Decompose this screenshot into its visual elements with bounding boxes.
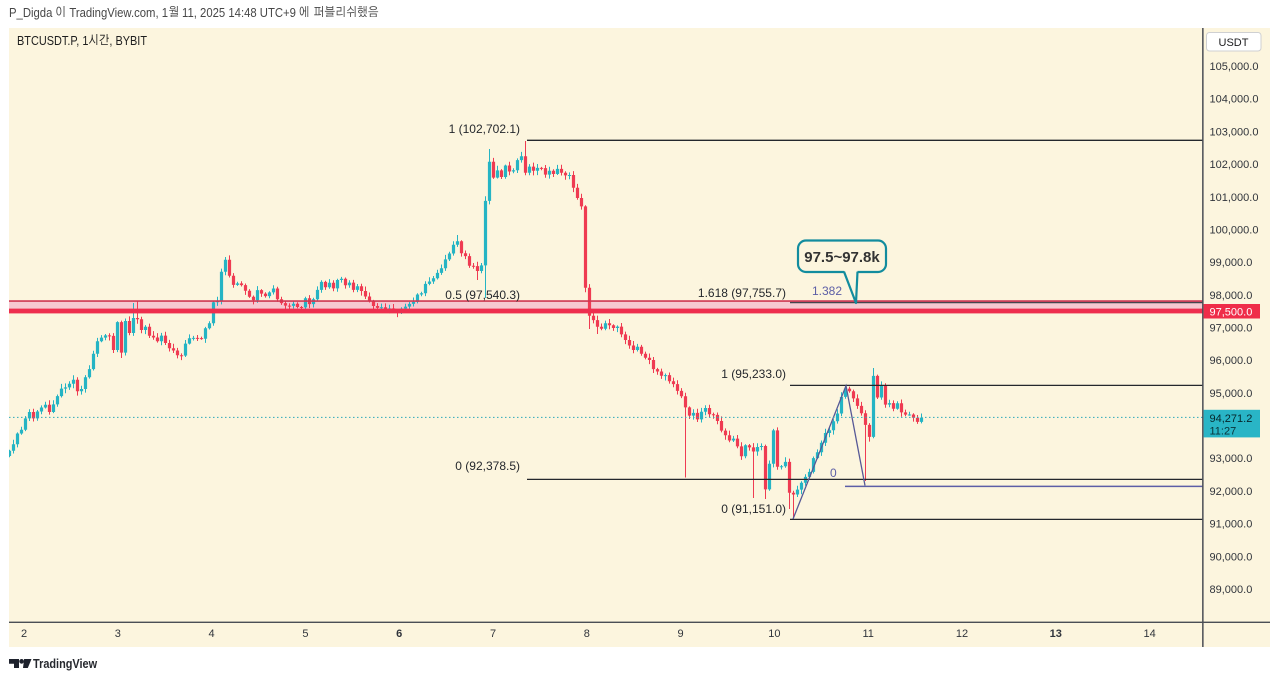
- svg-text:97,000.0: 97,000.0: [1210, 323, 1253, 335]
- svg-text:1.618 (97,755.7): 1.618 (97,755.7): [698, 286, 786, 300]
- svg-text:105,000.0: 105,000.0: [1210, 61, 1259, 73]
- svg-text:0 (91,151.0): 0 (91,151.0): [721, 502, 786, 516]
- svg-text:9: 9: [678, 628, 684, 640]
- svg-text:11: 11: [862, 628, 873, 640]
- svg-text:3: 3: [115, 628, 121, 640]
- svg-text:6: 6: [396, 628, 402, 640]
- svg-text:11:27: 11:27: [1210, 425, 1237, 437]
- svg-text:1.382: 1.382: [812, 284, 842, 298]
- svg-text:4: 4: [209, 628, 215, 640]
- svg-text:5: 5: [302, 628, 308, 640]
- svg-text:14: 14: [1143, 628, 1155, 640]
- svg-text:101,000.0: 101,000.0: [1210, 192, 1259, 204]
- svg-text:2: 2: [21, 628, 27, 640]
- svg-text:0.5 (97,540.3): 0.5 (97,540.3): [445, 288, 520, 302]
- svg-text:94,271.2: 94,271.2: [1210, 413, 1253, 425]
- svg-text:90,000.0: 90,000.0: [1210, 551, 1253, 563]
- svg-text:USDT: USDT: [1219, 37, 1249, 49]
- svg-text:10: 10: [768, 628, 780, 640]
- svg-text:97,500.0: 97,500.0: [1210, 306, 1253, 318]
- svg-text:7: 7: [490, 628, 496, 640]
- svg-text:102,000.0: 102,000.0: [1210, 159, 1259, 171]
- svg-text:97.5~97.8k: 97.5~97.8k: [804, 249, 880, 266]
- svg-text:89,000.0: 89,000.0: [1210, 584, 1253, 596]
- svg-text:1 (102,702.1): 1 (102,702.1): [449, 122, 520, 136]
- svg-text:92,000.0: 92,000.0: [1210, 486, 1253, 498]
- svg-text:93,000.0: 93,000.0: [1210, 453, 1253, 465]
- svg-text:13: 13: [1050, 628, 1062, 640]
- svg-text:12: 12: [956, 628, 968, 640]
- svg-text:8: 8: [584, 628, 590, 640]
- svg-text:96,000.0: 96,000.0: [1210, 355, 1253, 367]
- svg-text:104,000.0: 104,000.0: [1210, 94, 1259, 106]
- svg-text:0: 0: [830, 466, 837, 480]
- svg-text:100,000.0: 100,000.0: [1210, 224, 1259, 236]
- svg-text:98,000.0: 98,000.0: [1210, 290, 1253, 302]
- svg-text:95,000.0: 95,000.0: [1210, 388, 1253, 400]
- svg-text:103,000.0: 103,000.0: [1210, 126, 1259, 138]
- svg-text:0 (92,378.5): 0 (92,378.5): [455, 459, 520, 473]
- svg-text:1 (95,233.0): 1 (95,233.0): [721, 367, 786, 381]
- svg-text:99,000.0: 99,000.0: [1210, 257, 1253, 269]
- svg-text:91,000.0: 91,000.0: [1210, 519, 1253, 531]
